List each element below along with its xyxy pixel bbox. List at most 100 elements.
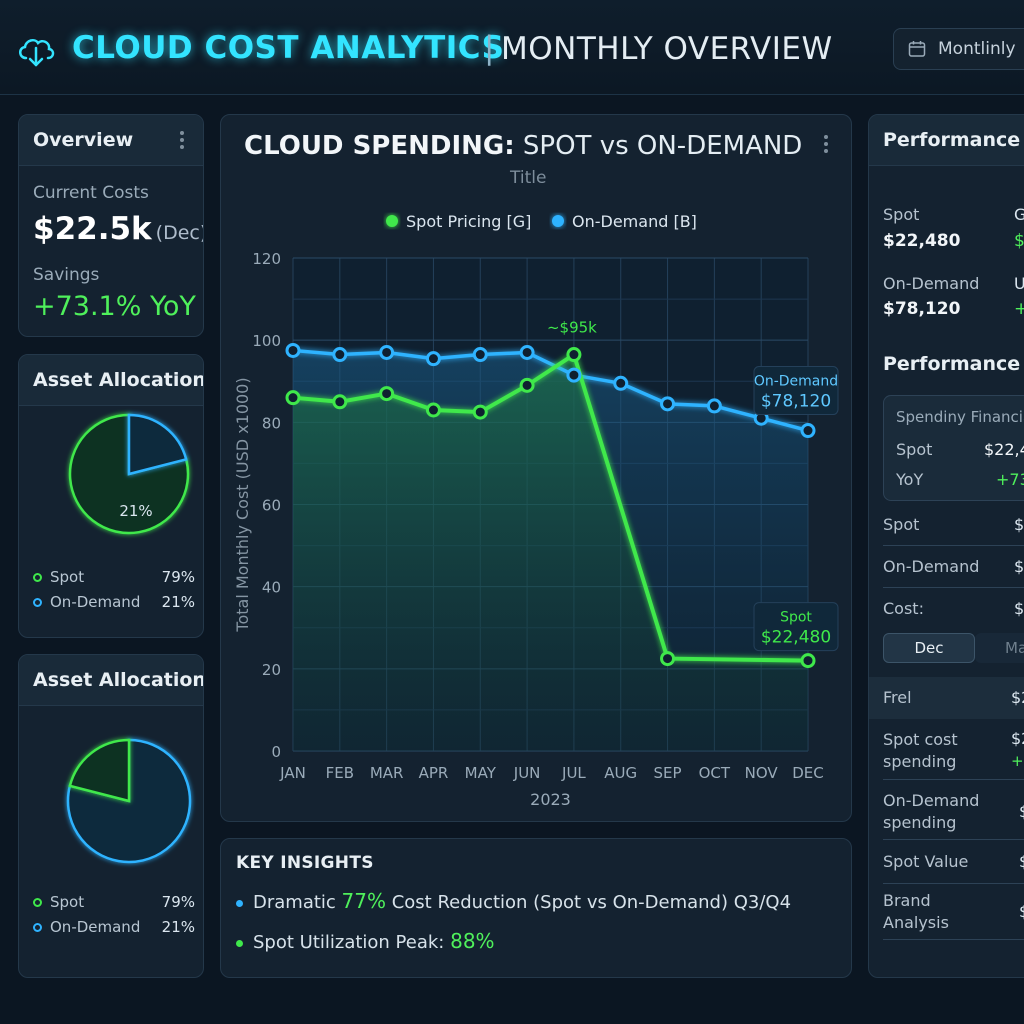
x-tick-label: SEP xyxy=(654,764,682,782)
perf-row-label: On-Demand xyxy=(883,557,980,576)
area-spot xyxy=(293,354,808,751)
data-point xyxy=(566,347,582,363)
data-point xyxy=(332,394,348,410)
perf-row-value: $ xyxy=(1014,599,1024,618)
box-row-value: +73 xyxy=(996,470,1024,489)
perf-bottom-label: Spot cost spending xyxy=(883,730,958,771)
cloud-download-icon xyxy=(19,38,55,67)
tab-dec[interactable]: Dec xyxy=(883,633,975,663)
page-subtitle: MONTHLY OVERVIEW xyxy=(501,31,833,67)
current-costs-label: Current Costs xyxy=(33,183,149,203)
perf-bottom-label: Spot Value xyxy=(883,852,969,871)
period-select[interactable]: Montlinly xyxy=(893,28,1024,70)
key-insights-title: KEY INSIGHTS xyxy=(236,853,374,873)
box-title: Spendiny Financia xyxy=(896,408,1024,426)
data-point xyxy=(285,390,301,406)
annotation-title: On-Demand xyxy=(754,374,838,390)
legend-pct: 79% xyxy=(161,568,195,586)
y-tick-label: 120 xyxy=(252,250,281,268)
current-costs: $22.5k (Dec) xyxy=(33,211,203,247)
annotation-value: $22,480 xyxy=(761,628,831,648)
pie-slice-spot xyxy=(68,738,131,803)
asset-allocation-card-1: Asset Allocation 21% Spot 79% On-Demand 21… xyxy=(18,354,204,638)
divider xyxy=(883,883,1024,884)
chart-title-rest: SPOT vs ON-DEMAND xyxy=(522,131,803,161)
kebab-menu-icon[interactable] xyxy=(179,130,185,150)
perf-bottom-value: $ xyxy=(1019,852,1024,871)
data-point xyxy=(800,653,816,669)
insight-text: Cost Reduction (Spot vs On-Demand) Q3/Q4 xyxy=(386,892,792,913)
legend-pct: 79% xyxy=(161,893,195,911)
box-row-value: $22,4 xyxy=(984,440,1024,459)
chart-title: CLOUD SPENDING: SPOT vs ON-DEMAND xyxy=(244,131,802,161)
chart-kebab-menu-icon[interactable] xyxy=(823,134,829,154)
divider xyxy=(883,939,1024,940)
y-tick-label: 20 xyxy=(262,661,281,679)
pie-slice-label: 21% xyxy=(119,502,152,520)
legend-item-on-demand: On-Demand 21% xyxy=(33,918,203,936)
allocation-pie-2 xyxy=(66,738,192,864)
legend-label: Spot xyxy=(50,568,85,586)
title-separator: | xyxy=(484,30,495,66)
legend-label: Spot xyxy=(50,893,85,911)
frel-value: $2 xyxy=(1011,688,1024,707)
perf-row-value: $ xyxy=(1014,515,1024,534)
insight-highlight: 88% xyxy=(450,929,495,953)
divider xyxy=(883,779,1024,780)
y-axis-label: Total Monthly Cost (USD x1000) xyxy=(233,377,252,632)
app-header: CLOUD COST ANALYTICS | MONTHLY OVERVIEW … xyxy=(0,0,1024,95)
data-point xyxy=(472,347,488,363)
bullet-icon xyxy=(236,899,243,907)
data-point xyxy=(706,398,722,414)
savings-label: Savings xyxy=(33,265,100,285)
insight-item: Dramatic 77% Cost Reduction (Spot vs On-… xyxy=(236,889,791,913)
legend-label: On-Demand xyxy=(50,918,141,936)
legend-marker xyxy=(386,215,398,227)
x-tick-label: NOV xyxy=(745,764,779,782)
insight-text: Dramatic xyxy=(253,892,342,913)
data-point xyxy=(379,344,395,360)
legend-dot-on-demand xyxy=(33,598,42,607)
divider xyxy=(883,545,1024,546)
legend-marker xyxy=(552,215,564,227)
x-tick-label: JUN xyxy=(513,764,541,782)
legend-label: On-Demand [B] xyxy=(572,212,697,231)
legend-item-spot: Spot 79% xyxy=(33,893,203,911)
legend-label: Spot Pricing [G] xyxy=(406,212,531,231)
savings-value: +73.1% YoY xyxy=(33,291,196,322)
x-tick-label: JAN xyxy=(279,764,306,782)
x-tick-label: MAR xyxy=(370,764,404,782)
x-tick-label: MAY xyxy=(465,764,497,782)
overview-card-header: Overview xyxy=(19,115,203,166)
box-row-label: Spot xyxy=(896,440,933,459)
key-insights-card xyxy=(220,838,852,978)
perf-row-label: Spot xyxy=(883,515,920,534)
perf-on-demand-value: $78,120 xyxy=(883,299,961,319)
perf-bottom-value: $ xyxy=(1019,802,1024,821)
perf-bottom-value: $2 xyxy=(1011,729,1024,748)
y-tick-label: 60 xyxy=(262,497,281,515)
insight-text: Spot Utilization Peak: xyxy=(253,932,451,953)
legend-pct: 21% xyxy=(161,593,195,611)
tab-mar[interactable]: Ma xyxy=(975,633,1024,663)
performance-header: Performance Mo xyxy=(869,115,1024,166)
chart-subtitle: Title xyxy=(510,168,547,188)
y-tick-label: 80 xyxy=(262,414,281,432)
data-point xyxy=(613,375,629,391)
data-point xyxy=(660,396,676,412)
asset-allocation-card-2: Asset Allocation Spot 79% On-Demand 21% xyxy=(18,654,204,978)
x-tick-label: DEC xyxy=(792,764,824,782)
perf-col2-label: G xyxy=(1014,205,1024,224)
insight-item: Spot Utilization Peak: 88% xyxy=(236,929,495,953)
asset-allocation-header-2: Asset Allocation xyxy=(19,655,203,706)
performance-title: Performance Mo xyxy=(883,129,1024,151)
legend-pct: 21% xyxy=(161,918,195,936)
data-point xyxy=(425,351,441,367)
insight-highlight: 77% xyxy=(341,889,386,913)
perf-on-demand-label: On-Demand xyxy=(883,274,980,293)
perf-row-value: $ xyxy=(1014,557,1024,576)
legend-dot-spot xyxy=(33,898,42,907)
perf-col2b-label: U xyxy=(1014,274,1024,293)
x-tick-label: APR xyxy=(419,764,449,782)
x-axis-label: 2023 xyxy=(530,790,571,809)
